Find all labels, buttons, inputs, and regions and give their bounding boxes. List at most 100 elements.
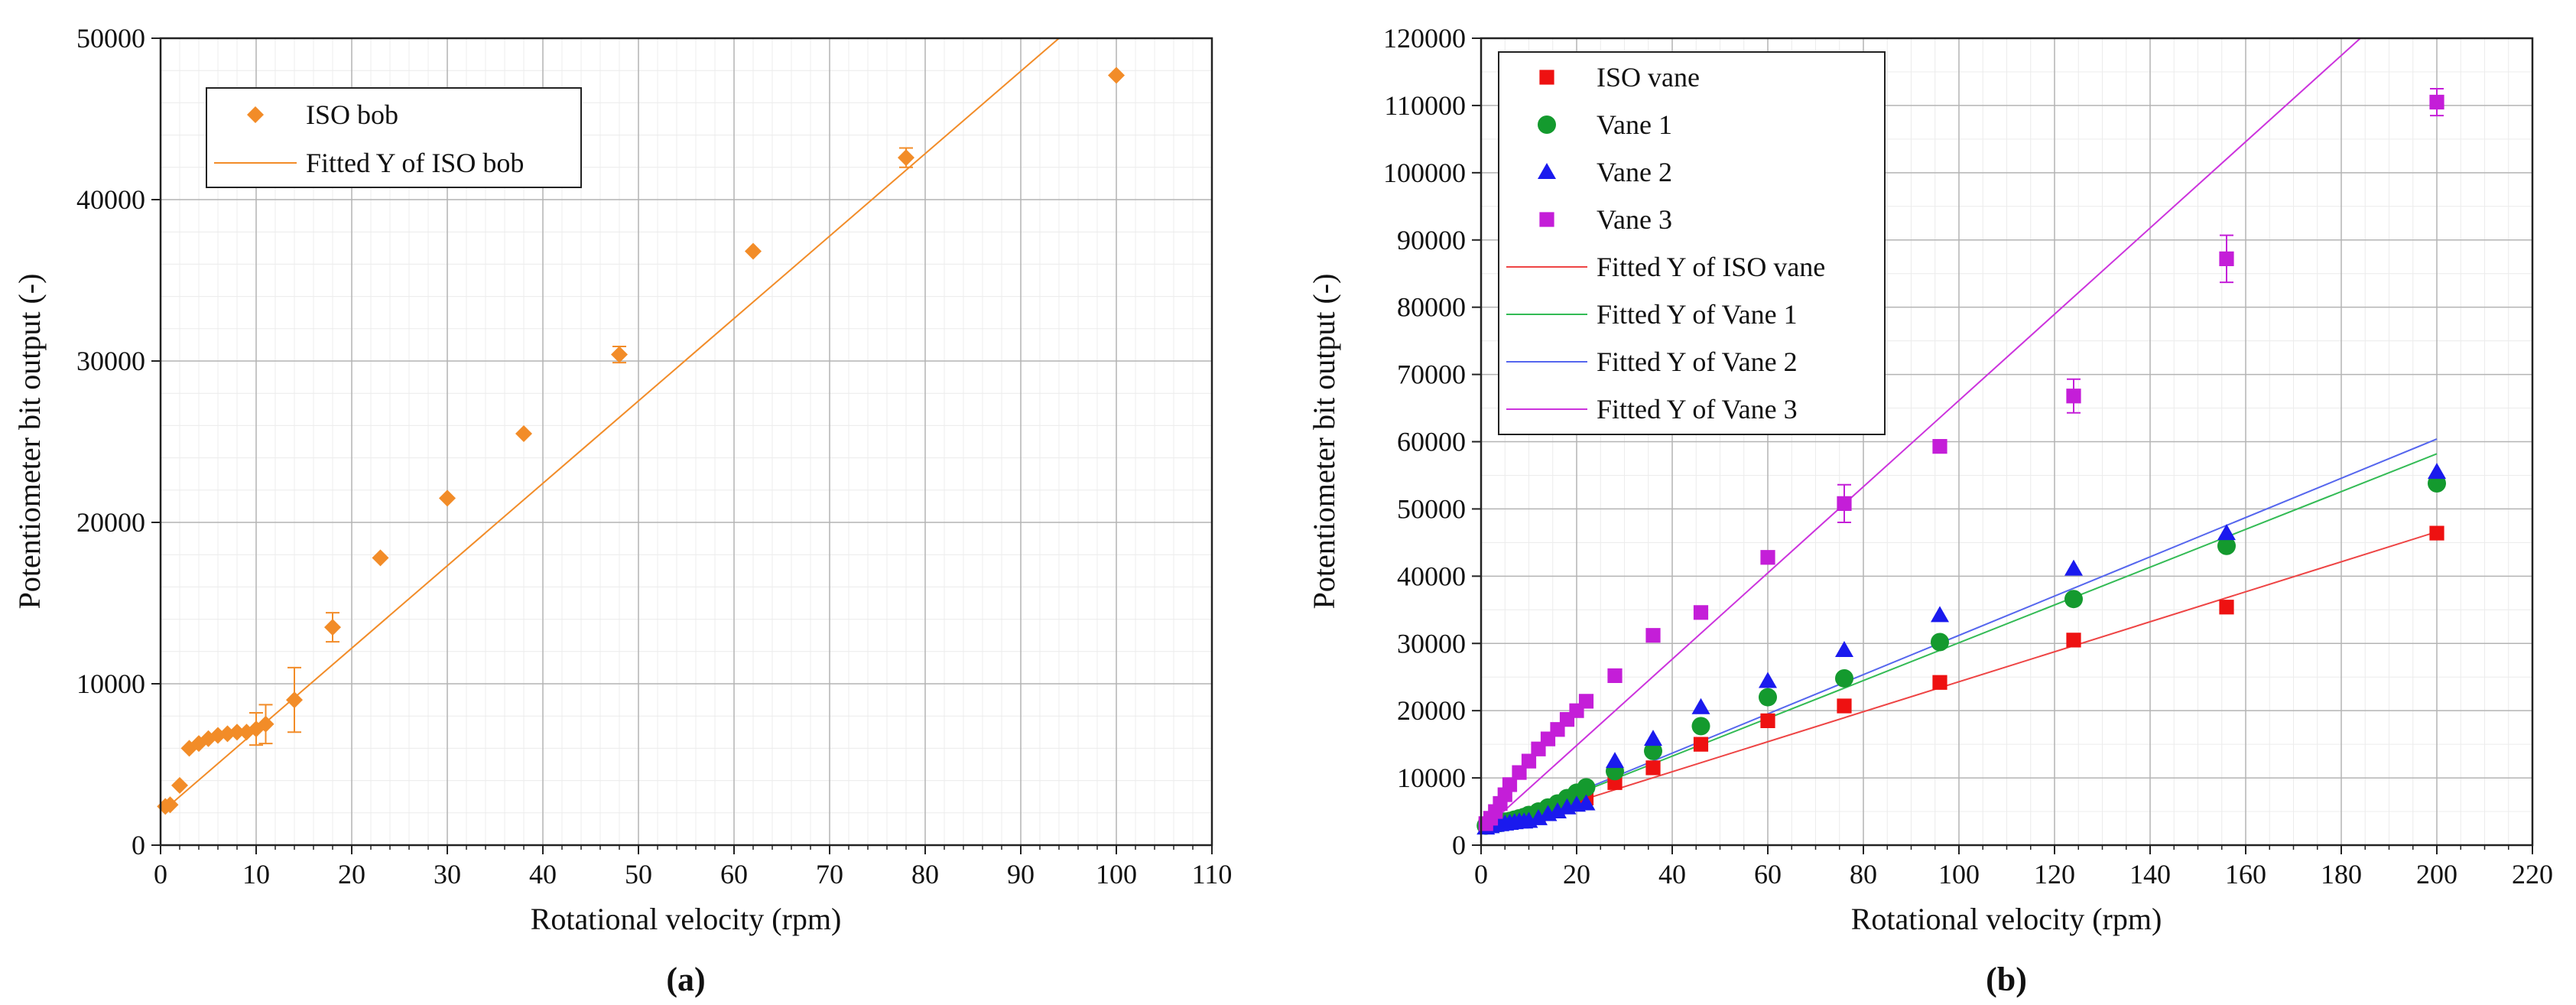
series-vane-3 xyxy=(1478,87,2444,831)
x-tick-label: 0 xyxy=(1474,859,1488,890)
data-point-vane-2 xyxy=(1644,730,1662,746)
x-tick-label: 20 xyxy=(1563,859,1590,890)
y-tick-label: 20000 xyxy=(1397,695,1466,726)
data-point-vane-2 xyxy=(2428,463,2446,480)
data-point-iso-bob xyxy=(1108,67,1125,84)
y-tick-label: 120000 xyxy=(1383,23,1466,54)
data-point-vane-3 xyxy=(1512,765,1527,780)
data-point-iso-vane xyxy=(1645,760,1661,776)
data-point-iso-bob xyxy=(745,242,762,260)
fit-line-fitted-y-of-vane-1 xyxy=(1480,453,2438,833)
data-point-iso-vane xyxy=(1693,737,1709,752)
panel-label-b: (b) xyxy=(1986,961,2027,998)
data-point-iso-vane xyxy=(2429,525,2444,541)
x-tick-label: 100 xyxy=(1938,859,1980,890)
data-point-vane-2 xyxy=(1548,802,1567,819)
data-point-vane-3 xyxy=(1837,496,1852,511)
y-tick-label: 0 xyxy=(132,830,145,860)
data-point-iso-bob xyxy=(324,619,341,636)
data-point-vane-1 xyxy=(2217,536,2236,555)
y-tick-label: 80000 xyxy=(1397,292,1466,323)
data-point-vane-1 xyxy=(1835,668,1853,688)
y-tick-label: 50000 xyxy=(1397,493,1466,524)
legend-label-iso-vane: ISO vane xyxy=(1597,62,1700,93)
data-point-vane-2 xyxy=(1691,698,1710,714)
x-tick-label: 180 xyxy=(2321,859,2362,890)
x-tick-label: 140 xyxy=(2129,859,2171,890)
y-tick-label: 30000 xyxy=(76,346,145,376)
data-point-iso-bob xyxy=(171,776,188,794)
data-point-vane-3 xyxy=(1645,628,1661,643)
data-point-vane-3 xyxy=(1521,753,1537,769)
fit-line-fitted-y-of-vane-3 xyxy=(1480,37,2361,833)
chart-a: 0 10 20 30 40 50 60 70 80 90 100 110 0 10000 20000 3000… xyxy=(12,23,1232,998)
legend-b: ISO vane Vane 1 Vane 2 Vane 3 Fitted Y o… xyxy=(1498,51,1886,435)
data-point-iso-bob xyxy=(439,489,456,507)
x-axis-title-b: Rotational velocity (rpm) xyxy=(1851,902,2162,936)
y-tick-label: 60000 xyxy=(1397,427,1466,457)
x-tick-label: 40 xyxy=(529,859,557,890)
fit-lines-b xyxy=(1480,37,2438,833)
data-point-vane-3 xyxy=(1502,777,1518,792)
data-point-vane-2 xyxy=(1529,808,1548,825)
plot-frame-a xyxy=(159,37,1213,847)
x-tick-label: 100 xyxy=(1096,859,1137,890)
x-tick-label: 60 xyxy=(1754,859,1782,890)
x-tick-label: 200 xyxy=(2416,859,2457,890)
data-points-a xyxy=(157,67,1125,815)
legend-label-vane-2: Vane 2 xyxy=(1597,157,1672,187)
legend-label-fit-iso-bob: Fitted Y of ISO bob xyxy=(306,148,524,178)
data-point-vane-3 xyxy=(1693,605,1709,620)
y-axis-title-a: Potentiometer bit output (-) xyxy=(12,274,47,610)
legend-marker-vane-2 xyxy=(1538,163,1556,179)
data-points-b xyxy=(1476,87,2446,835)
legend-marker-vane-3 xyxy=(1539,212,1554,227)
data-point-vane-3 xyxy=(1760,550,1775,565)
data-point-iso-bob xyxy=(515,424,532,442)
legend-box-b xyxy=(1498,51,1886,435)
x-tick-label: 220 xyxy=(2512,859,2553,890)
x-tick-label: 20 xyxy=(338,859,365,890)
data-point-vane-2 xyxy=(1759,672,1777,688)
data-point-vane-2 xyxy=(1931,606,1949,623)
x-tick-label: 30 xyxy=(434,859,461,890)
legend-label-fit-vane-1: Fitted Y of Vane 1 xyxy=(1597,299,1798,330)
x-tick-label: 0 xyxy=(154,859,167,890)
legend-marker-vane-1 xyxy=(1538,115,1556,134)
y-tick-label: 40000 xyxy=(76,184,145,215)
x-tick-label: 80 xyxy=(911,859,939,890)
data-point-iso-vane xyxy=(1932,675,1947,690)
data-point-vane-3 xyxy=(1607,668,1623,684)
x-tick-label: 10 xyxy=(242,859,270,890)
y-tick-label: 20000 xyxy=(76,507,145,538)
data-point-vane-1 xyxy=(1691,717,1710,736)
fit-line-fitted-y-of-vane-2 xyxy=(1480,438,2438,833)
x-tick-label: 90 xyxy=(1007,859,1035,890)
x-tick-label: 60 xyxy=(720,859,748,890)
data-point-vane-1 xyxy=(1931,633,1949,652)
legend-a: ISO bob Fitted Y of ISO bob xyxy=(206,87,582,188)
data-point-iso-bob xyxy=(286,691,303,709)
x-tick-label: 40 xyxy=(1658,859,1686,890)
x-tick-label: 80 xyxy=(1850,859,1877,890)
legend-label-fit-vane-3: Fitted Y of Vane 3 xyxy=(1597,394,1798,424)
data-point-iso-bob xyxy=(372,549,389,567)
legend-marker-iso-bob xyxy=(247,106,264,123)
data-point-iso-bob xyxy=(611,346,628,363)
data-point-iso-bob xyxy=(257,715,274,733)
y-tick-label: 10000 xyxy=(1397,763,1466,793)
y-tick-label: 90000 xyxy=(1397,225,1466,255)
y-tick-label: 30000 xyxy=(1397,628,1466,659)
y-tick-label: 0 xyxy=(1452,830,1466,860)
fit-lines-a xyxy=(169,37,1060,806)
data-point-vane-2 xyxy=(1835,641,1853,658)
legend-label-iso-bob: ISO bob xyxy=(306,99,398,130)
data-point-vane-1 xyxy=(1644,741,1662,760)
data-point-iso-vane xyxy=(1760,713,1775,728)
y-axis-title-b: Potentiometer bit output (-) xyxy=(1307,274,1341,610)
data-point-iso-vane xyxy=(1837,698,1852,714)
fit-line-fitted-y-of-iso-bob xyxy=(169,37,1060,806)
data-point-vane-2 xyxy=(2064,559,2083,576)
data-point-iso-bob xyxy=(229,724,245,741)
